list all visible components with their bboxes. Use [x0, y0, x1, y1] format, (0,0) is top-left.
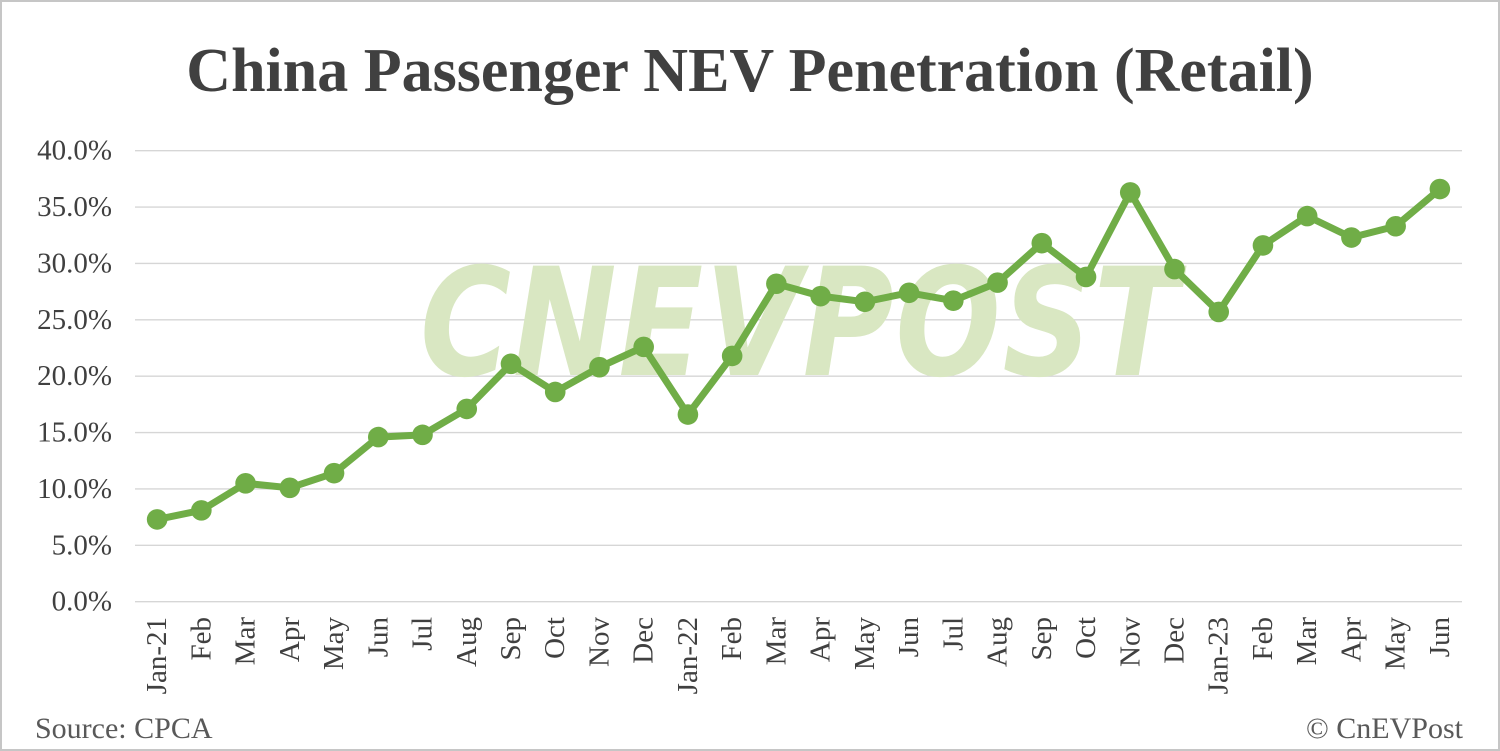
x-tick-label: Oct: [539, 617, 571, 659]
x-axis-tick-labels: Jan-21 Feb Mar Apr May Jun Jul Aug Sep Oct Nov Dec J…: [141, 617, 1456, 695]
y-tick-label: 5.0%: [52, 529, 112, 561]
x-tick-label: Jul: [937, 617, 969, 651]
x-tick-label: Mar: [1291, 617, 1323, 666]
data-point-marker: [1119, 182, 1141, 203]
x-tick-label: Mar: [760, 617, 792, 666]
data-point-marker: [1075, 266, 1097, 288]
data-point-marker: [943, 290, 964, 311]
data-point-marker: [766, 273, 787, 295]
x-tick-label: Aug: [982, 617, 1014, 667]
source-note: Source: CPCA: [35, 712, 213, 745]
x-tick-label: Nov: [583, 617, 615, 667]
data-point-marker: [810, 285, 831, 307]
y-tick-label: 15.0%: [37, 417, 112, 449]
data-point-marker: [1252, 235, 1274, 256]
x-tick-label: Dec: [628, 617, 660, 664]
x-tick-label: Jan-22: [672, 617, 704, 694]
x-tick-label: May: [849, 617, 881, 671]
copyright-note: © CnEVPost: [1306, 712, 1463, 745]
data-point-marker: [1296, 205, 1318, 227]
data-point-marker: [412, 424, 433, 446]
x-tick-label: Jun: [893, 617, 925, 658]
data-point-marker: [1429, 178, 1451, 200]
data-point-marker: [235, 473, 256, 494]
x-tick-label: Jun: [1424, 617, 1456, 658]
x-tick-label: Jun: [362, 617, 394, 658]
y-tick-label: 40.0%: [37, 135, 112, 167]
x-tick-label: Jan-21: [141, 617, 173, 694]
x-tick-label: May: [1380, 617, 1412, 671]
data-point-marker: [898, 282, 920, 304]
y-tick-label: 10.0%: [37, 473, 112, 505]
y-tick-label: 30.0%: [37, 247, 112, 279]
x-tick-label: May: [318, 617, 350, 671]
gridlines: [135, 149, 1462, 603]
data-point-marker: [1385, 215, 1406, 237]
data-point-marker: [854, 291, 876, 313]
x-tick-label: Aug: [451, 617, 483, 667]
x-tick-label: Feb: [1247, 617, 1279, 661]
x-tick-label: Apr: [805, 617, 837, 662]
chart-title: China Passenger NEV Penetration (Retail): [186, 37, 1314, 105]
line-series: [146, 178, 1451, 530]
y-tick-label: 35.0%: [37, 191, 112, 223]
x-tick-label: Sep: [495, 617, 527, 661]
data-point-marker: [191, 500, 212, 521]
data-point-marker: [721, 345, 743, 367]
x-tick-label: Oct: [1070, 617, 1102, 659]
data-point-marker: [1341, 227, 1362, 248]
x-tick-label: Nov: [1114, 617, 1146, 667]
data-point-marker: [500, 353, 522, 375]
x-tick-label: Dec: [1158, 617, 1190, 664]
x-tick-label: Jul: [407, 617, 439, 651]
y-tick-label: 0.0%: [52, 586, 112, 618]
data-point-marker: [987, 272, 1008, 293]
x-tick-label: Mar: [230, 617, 262, 666]
x-tick-label: Feb: [716, 617, 748, 661]
y-axis-tick-labels: 40.0% 35.0% 30.0% 25.0% 20.0% 15.0% 10.0% 5.0% 0…: [37, 135, 112, 618]
data-point-marker: [677, 404, 699, 425]
data-point-marker: [367, 426, 389, 448]
cnevpost-watermark: CNEVPOST: [420, 237, 1187, 411]
y-tick-label: 25.0%: [37, 304, 112, 336]
data-point-marker: [146, 509, 168, 530]
data-point-marker: [323, 462, 345, 484]
data-point-marker: [544, 381, 566, 403]
x-tick-label: Jan-23: [1203, 617, 1235, 694]
x-tick-label: Feb: [185, 617, 217, 661]
data-point-marker: [1208, 301, 1230, 323]
data-point-marker: [633, 336, 654, 358]
data-point-marker: [1031, 232, 1053, 254]
x-tick-label: Apr: [1335, 617, 1367, 662]
data-point-marker: [279, 477, 301, 499]
x-tick-label: Sep: [1026, 617, 1058, 661]
data-point-marker: [589, 356, 610, 378]
data-point-marker: [1164, 258, 1185, 280]
data-point-marker: [456, 398, 478, 420]
x-tick-label: Apr: [274, 617, 306, 662]
y-tick-label: 20.0%: [37, 360, 112, 392]
